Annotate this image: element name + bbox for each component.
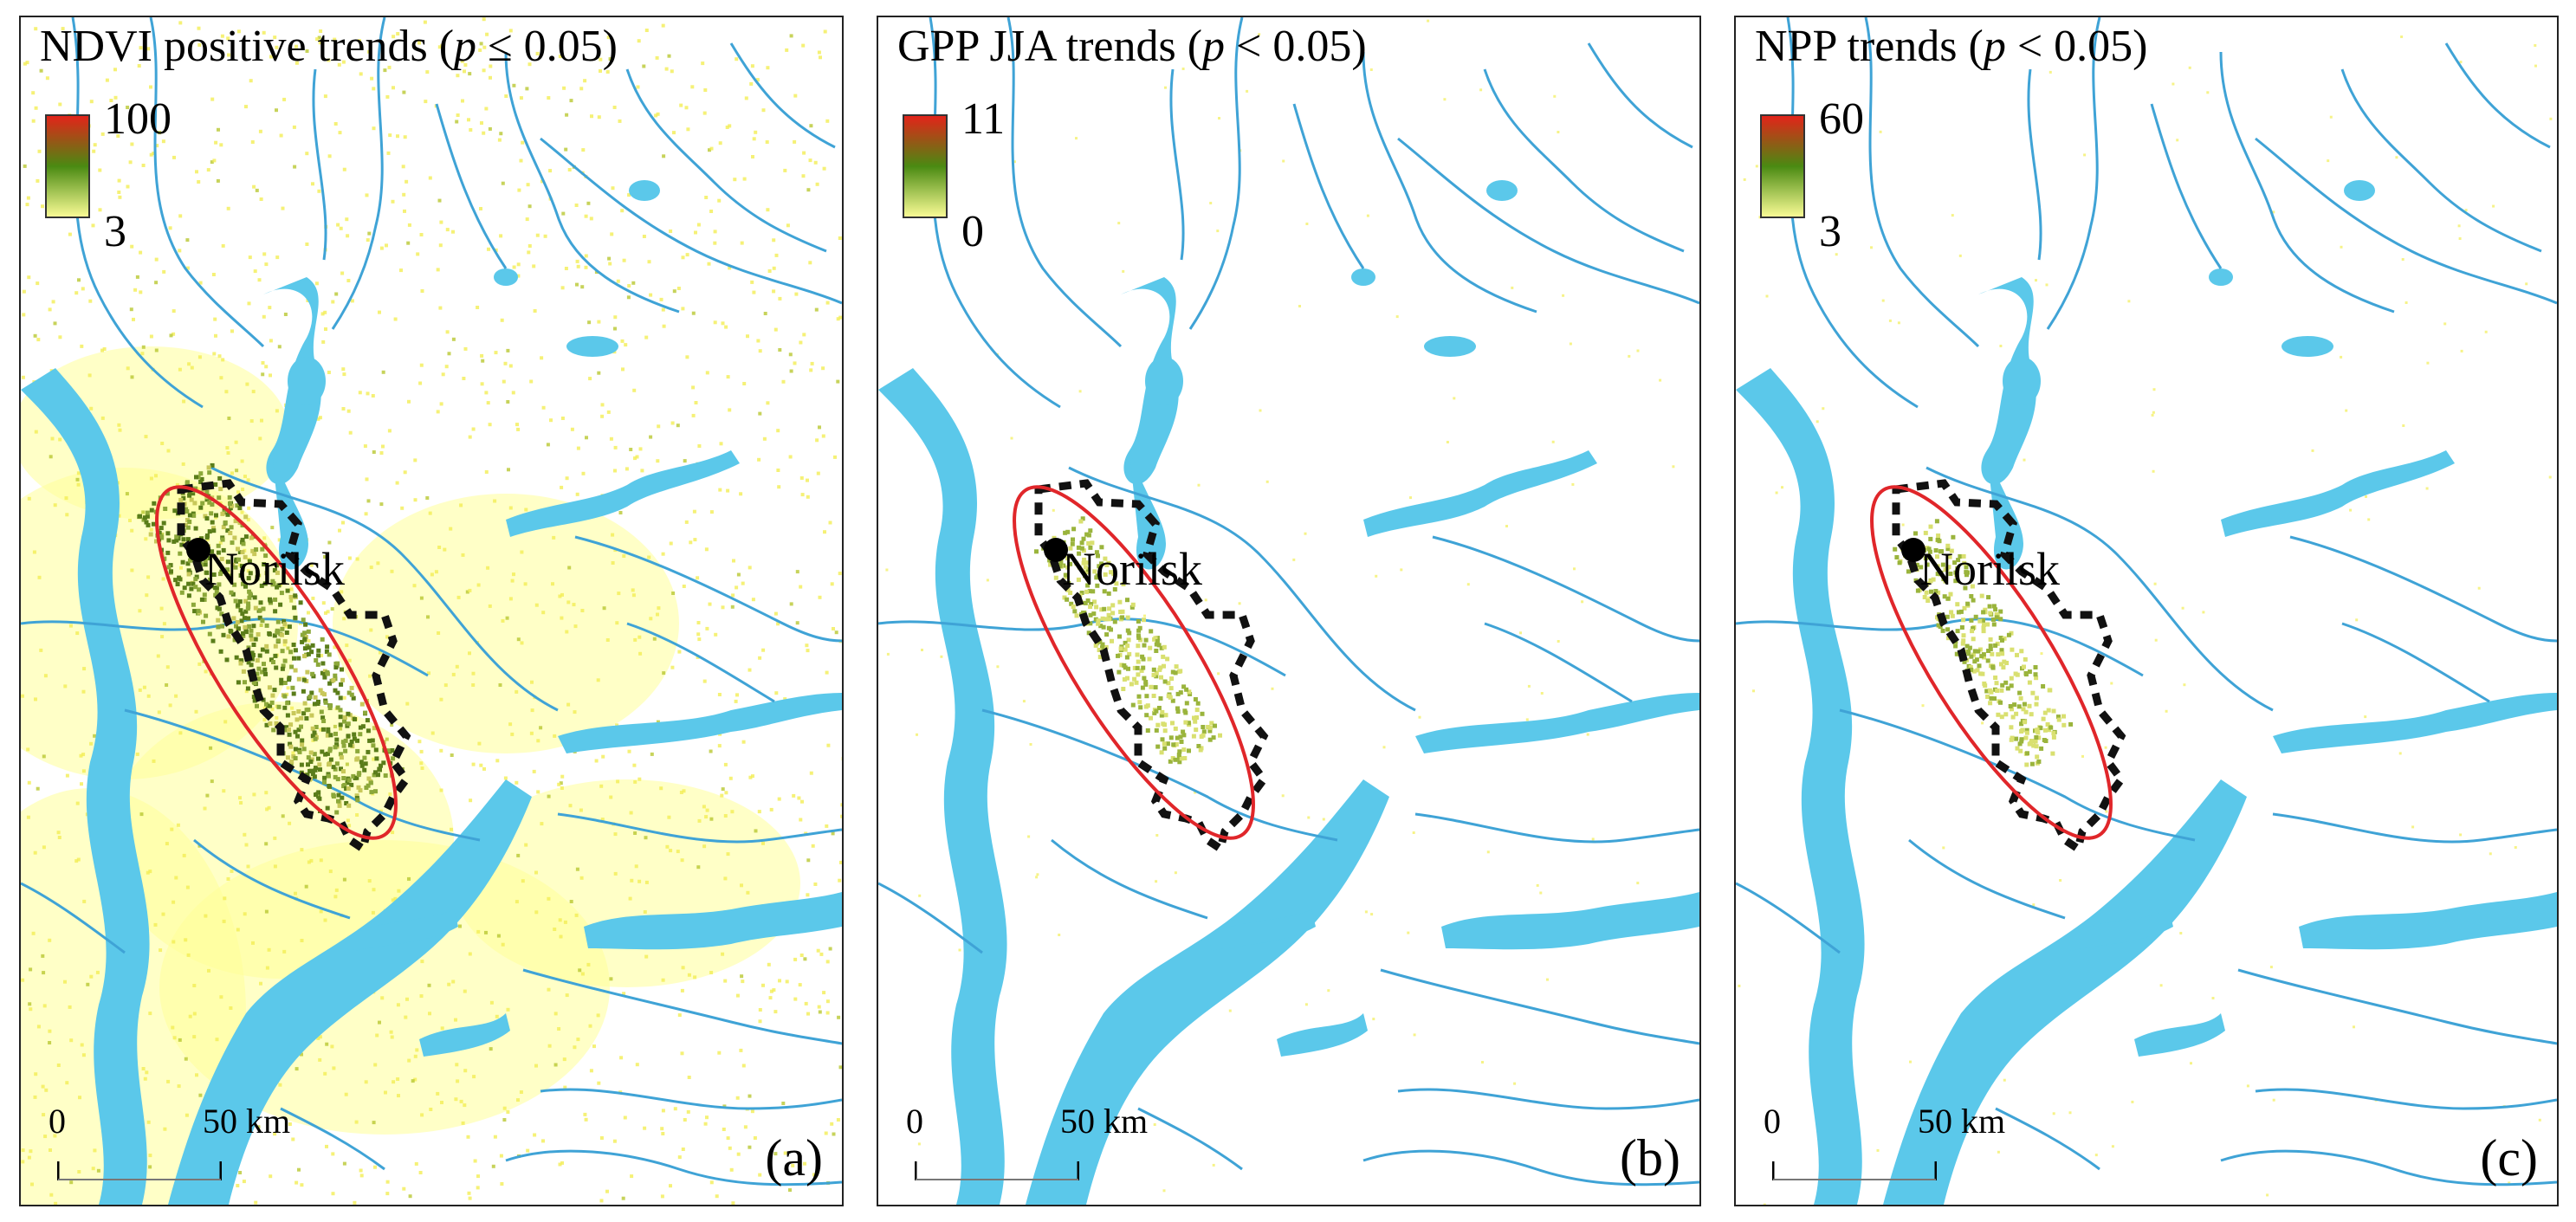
greening-trend-layer bbox=[1738, 36, 2553, 1205]
norilsk-city-marker bbox=[186, 538, 210, 562]
greening-ellipse bbox=[1013, 485, 1255, 840]
legend-max-value: 11 bbox=[961, 94, 1006, 144]
panel-letter: (b) bbox=[1620, 1129, 1680, 1186]
water-bodies bbox=[21, 180, 842, 1205]
water-bodies bbox=[878, 180, 1699, 1205]
panel-letter: (c) bbox=[2480, 1129, 2538, 1186]
panel-letter: (a) bbox=[765, 1129, 823, 1186]
scale-zero-label: 0 bbox=[49, 1102, 66, 1141]
scale-distance-label: 50 km bbox=[203, 1102, 291, 1141]
scale-bar bbox=[915, 1161, 1079, 1180]
map-panel-a: NDVI positive trends (p ≤ 0.05) 100 3 No… bbox=[19, 16, 844, 1206]
rivers bbox=[1736, 17, 2557, 1186]
panel-title: GPP JJA trends (p < 0.05) bbox=[897, 22, 1367, 71]
norilsk-city-marker bbox=[1044, 538, 1068, 562]
map-canvas bbox=[878, 17, 1699, 1205]
city-label-norilsk: Norilsk bbox=[204, 543, 345, 595]
impact-zone-boundary bbox=[177, 479, 411, 856]
greening-ellipse bbox=[155, 485, 398, 840]
scale-bar bbox=[57, 1161, 222, 1180]
legend-color-ramp bbox=[45, 114, 90, 218]
map-canvas bbox=[1736, 17, 2557, 1205]
legend-max-value: 100 bbox=[104, 94, 172, 144]
legend-min-value: 3 bbox=[104, 207, 126, 256]
map-panel-b: GPP JJA trends (p < 0.05) 11 0 Norilsk 0… bbox=[877, 16, 1701, 1206]
scale-bar bbox=[1772, 1161, 1937, 1180]
legend-frame bbox=[1760, 114, 1805, 218]
legend-max-value: 60 bbox=[1819, 94, 1864, 144]
water-bodies bbox=[1736, 180, 2557, 1205]
impact-zone-boundary bbox=[1034, 479, 1269, 856]
rivers bbox=[21, 17, 842, 1186]
norilsk-city-marker bbox=[1901, 538, 1926, 562]
norilsk-greening-focus bbox=[1034, 516, 1222, 765]
legend-min-value: 3 bbox=[1819, 207, 1841, 256]
legend-min-value: 0 bbox=[961, 207, 984, 256]
panel-title: NPP trends (p < 0.05) bbox=[1755, 22, 2148, 71]
scale-distance-label: 50 km bbox=[1060, 1102, 1149, 1141]
legend-frame bbox=[903, 114, 948, 218]
panel-title: NDVI positive trends (p ≤ 0.05) bbox=[40, 22, 618, 71]
city-label-norilsk: Norilsk bbox=[1919, 543, 2060, 595]
city-label-norilsk: Norilsk bbox=[1062, 543, 1202, 595]
norilsk-greening-focus bbox=[137, 462, 405, 815]
greening-trend-layer bbox=[21, 17, 842, 1205]
legend-color-ramp bbox=[903, 114, 948, 218]
scale-zero-label: 0 bbox=[906, 1102, 923, 1141]
impact-zone-boundary bbox=[1892, 479, 2126, 856]
rivers bbox=[878, 17, 1699, 1186]
scale-distance-label: 50 km bbox=[1918, 1102, 2006, 1141]
scale-zero-label: 0 bbox=[1764, 1102, 1781, 1141]
map-panel-c: NPP trends (p < 0.05) 60 3 Norilsk 0 50 … bbox=[1734, 16, 2559, 1206]
legend-color-ramp bbox=[1760, 114, 1805, 218]
map-canvas bbox=[21, 17, 842, 1205]
legend-frame bbox=[45, 114, 90, 218]
greening-trend-layer bbox=[885, 19, 1675, 1193]
greening-ellipse bbox=[1870, 485, 2113, 840]
